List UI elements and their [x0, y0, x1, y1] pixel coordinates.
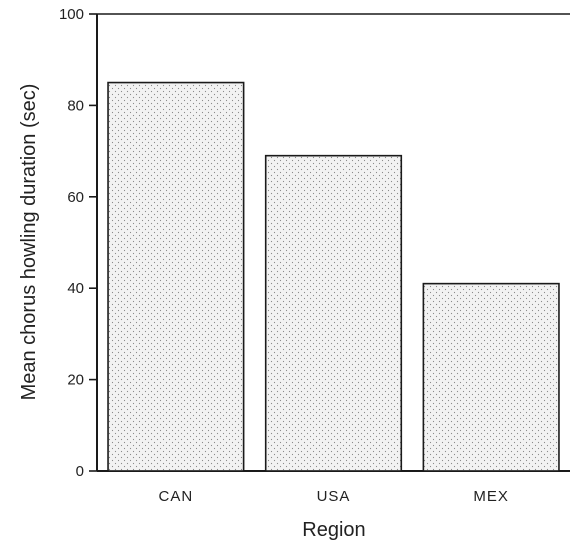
x-tick-labels: CAN USA MEX [158, 488, 509, 505]
y-tick-label: 100 [59, 6, 84, 23]
bar-can [107, 81, 245, 472]
x-axis-title: Region [302, 519, 365, 541]
x-tick-label-usa: USA [317, 488, 351, 505]
bar-mex [422, 282, 560, 472]
bars [107, 81, 560, 472]
y-ticks: 0 20 40 60 80 100 [59, 6, 97, 480]
y-tick-label: 60 [67, 189, 84, 206]
y-axis-title: Mean chorus howling duration (sec) [18, 84, 40, 401]
y-tick-label: 20 [67, 372, 84, 389]
bar-usa [264, 154, 403, 472]
y-tick-label: 80 [67, 97, 84, 114]
x-tick-label-mex: MEX [473, 488, 509, 505]
y-tick-label: 0 [76, 463, 84, 480]
x-tick-label-can: CAN [158, 488, 193, 505]
y-tick-label: 40 [67, 280, 84, 297]
